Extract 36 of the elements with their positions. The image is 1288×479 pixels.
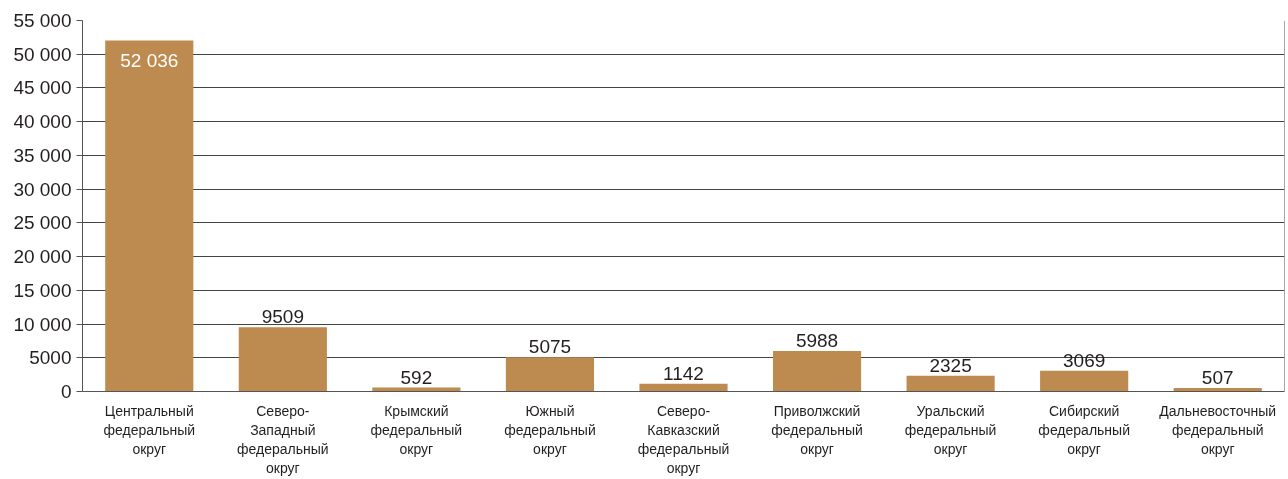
y-tick-label: 50 000 (13, 43, 72, 65)
x-tick-label: Уральский федеральный округ (904, 402, 997, 457)
data-label: 1142 (663, 362, 704, 384)
data-label: 5075 (528, 336, 572, 358)
bar (238, 327, 327, 392)
data-label: 52 036 (120, 50, 179, 72)
y-tick-label: 40 000 (13, 111, 72, 133)
data-label: 592 (400, 366, 433, 388)
bar (906, 375, 995, 392)
y-tick-label: 45 000 (13, 77, 72, 99)
y-tick-label: 10 000 (13, 313, 72, 335)
x-tick-label: Северо- Кавказский федеральный округ (637, 402, 730, 477)
y-tick-label: 20 000 (13, 246, 72, 268)
x-tick-label: Северо- Западный федеральный округ (237, 402, 329, 477)
data-label: 507 (1201, 367, 1234, 389)
y-tick-label: 0 (60, 381, 72, 402)
bar (105, 40, 194, 392)
x-tick-label: Центральный федеральный округ (103, 402, 196, 457)
x-tick-label: Приволжский федеральный округ (771, 402, 863, 457)
bar (772, 351, 862, 392)
y-tick-label: 5000 (29, 347, 72, 369)
y-tick-label: 15 000 (13, 279, 72, 301)
data-label: 5988 (795, 330, 839, 352)
x-tick-label: Сибирский федеральный округ (1038, 402, 1130, 457)
bar (505, 357, 595, 392)
y-tick-label: 25 000 (13, 212, 72, 234)
bar (639, 383, 728, 392)
data-label: 9509 (261, 306, 304, 328)
x-tick-label: Крымский федеральный округ (370, 402, 463, 457)
data-label: 2325 (929, 354, 972, 376)
bar (1040, 370, 1129, 392)
y-tick-label: 30 000 (13, 178, 72, 200)
y-tick-label: 55 000 (13, 10, 72, 31)
y-tick-label: 35 000 (13, 144, 72, 166)
x-tick-label: Южный федеральный округ (504, 402, 596, 457)
x-tick-label: Дальневосточный федеральный округ (1159, 402, 1277, 457)
